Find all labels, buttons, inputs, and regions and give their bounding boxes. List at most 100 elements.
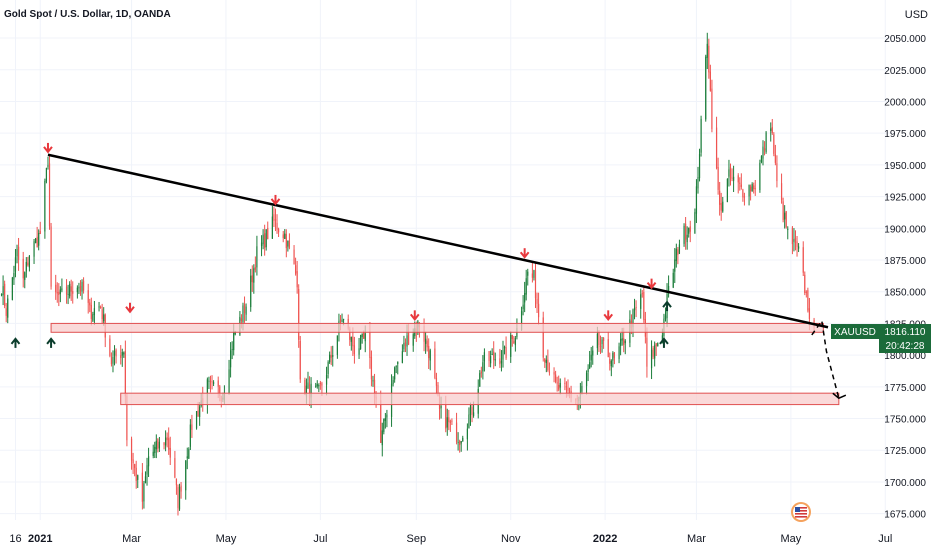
candle-body xyxy=(650,349,653,369)
candle-body xyxy=(17,246,20,260)
candle-body xyxy=(308,384,311,399)
candle-body xyxy=(110,357,113,365)
candle-body xyxy=(383,418,385,432)
candle-body xyxy=(688,227,690,234)
candle-body xyxy=(166,437,168,441)
candle-body xyxy=(620,338,622,346)
candle-body xyxy=(567,387,569,391)
candle-body xyxy=(602,337,605,341)
candle-body xyxy=(480,371,482,374)
candle-body xyxy=(720,203,722,211)
x-tick-label: 2022 xyxy=(593,533,617,545)
candle-body xyxy=(493,351,495,361)
candle-body xyxy=(748,185,750,197)
candle-body xyxy=(689,226,691,232)
candle-body xyxy=(103,314,105,322)
candle-body xyxy=(646,337,648,367)
candle-body xyxy=(640,294,642,309)
candle-body xyxy=(531,273,533,278)
flag-icon[interactable] xyxy=(791,502,811,522)
y-tick-label: 1800.000 xyxy=(884,351,926,362)
arrow-down-icon-head xyxy=(43,146,53,154)
candle-body xyxy=(776,163,778,182)
candle-body xyxy=(406,335,408,347)
candle-body xyxy=(363,332,365,339)
candle-body xyxy=(372,379,374,382)
arrow-down-icon-head xyxy=(519,251,530,259)
candle-body xyxy=(641,293,643,295)
price-tag-symbol: XAUUSD xyxy=(834,327,876,338)
candle-body xyxy=(28,255,31,268)
candle-body xyxy=(360,335,362,349)
arrow-up-icon-head xyxy=(662,300,672,308)
candle-body xyxy=(315,385,317,387)
candle-body xyxy=(392,380,394,385)
x-tick-label: Jul xyxy=(878,533,892,545)
candle-body xyxy=(434,348,436,378)
annotation-arrows xyxy=(10,142,672,348)
candle-body xyxy=(81,282,83,292)
candle-body xyxy=(706,43,708,58)
candle-body xyxy=(435,377,438,386)
candle-body xyxy=(729,167,732,179)
candle-body xyxy=(771,127,773,133)
candle-body xyxy=(274,218,277,221)
candle-body xyxy=(135,467,137,481)
candle-body xyxy=(726,179,729,203)
candle-body xyxy=(164,437,167,446)
candle-body xyxy=(22,258,24,279)
candle-body xyxy=(592,350,594,356)
candle-body xyxy=(581,386,583,392)
support-zone xyxy=(50,322,824,333)
candle-body xyxy=(397,361,399,364)
candle-body xyxy=(548,371,551,373)
candle-body xyxy=(784,212,786,220)
candle-body xyxy=(534,270,537,299)
candle-body xyxy=(163,442,165,446)
candle-body xyxy=(197,410,199,416)
x-tick-label: Sep xyxy=(407,533,427,545)
candle-body xyxy=(466,428,468,440)
candle-body xyxy=(471,407,473,415)
candle-body xyxy=(542,317,544,358)
candle-body xyxy=(717,167,719,190)
candle-body xyxy=(780,183,783,201)
candle-body xyxy=(635,306,637,308)
time-axis[interactable]: 16 2021 Mar May Jul Sep Nov 2022 Mar May Jul xyxy=(9,533,892,545)
candle-body xyxy=(329,354,331,363)
candle-body xyxy=(293,249,295,265)
candle-body xyxy=(791,227,794,245)
candle-body xyxy=(664,315,667,319)
candle-body xyxy=(76,287,78,293)
candle-body xyxy=(113,350,116,356)
candle-body xyxy=(587,368,589,373)
candle-body xyxy=(318,385,320,387)
candle-body xyxy=(513,341,515,343)
candle-body xyxy=(219,386,221,396)
price-tag-countdown: 20:42:28 xyxy=(886,341,925,352)
candle-body xyxy=(686,234,688,243)
candle-body xyxy=(499,358,501,365)
candle-body xyxy=(469,404,472,415)
candle-body xyxy=(287,240,289,247)
candle-body xyxy=(137,475,139,480)
candle-body xyxy=(708,45,710,73)
candle-body xyxy=(598,332,600,346)
candle-body xyxy=(212,382,215,384)
candle-body xyxy=(607,339,609,358)
arrow-up-icon-head xyxy=(659,337,669,345)
x-tick-label: Nov xyxy=(501,533,521,545)
candle-body xyxy=(674,259,676,272)
candle-body xyxy=(695,186,698,214)
candle-body xyxy=(342,318,345,320)
candle-body xyxy=(121,352,123,356)
candle-body xyxy=(195,411,198,429)
candle-body xyxy=(217,380,219,387)
candle-body xyxy=(144,476,147,484)
candle-body xyxy=(482,362,484,372)
candle-body xyxy=(483,352,486,362)
candle-body xyxy=(339,319,342,322)
chart-title: Gold Spot / U.S. Dollar, 1D, OANDA xyxy=(4,9,171,20)
